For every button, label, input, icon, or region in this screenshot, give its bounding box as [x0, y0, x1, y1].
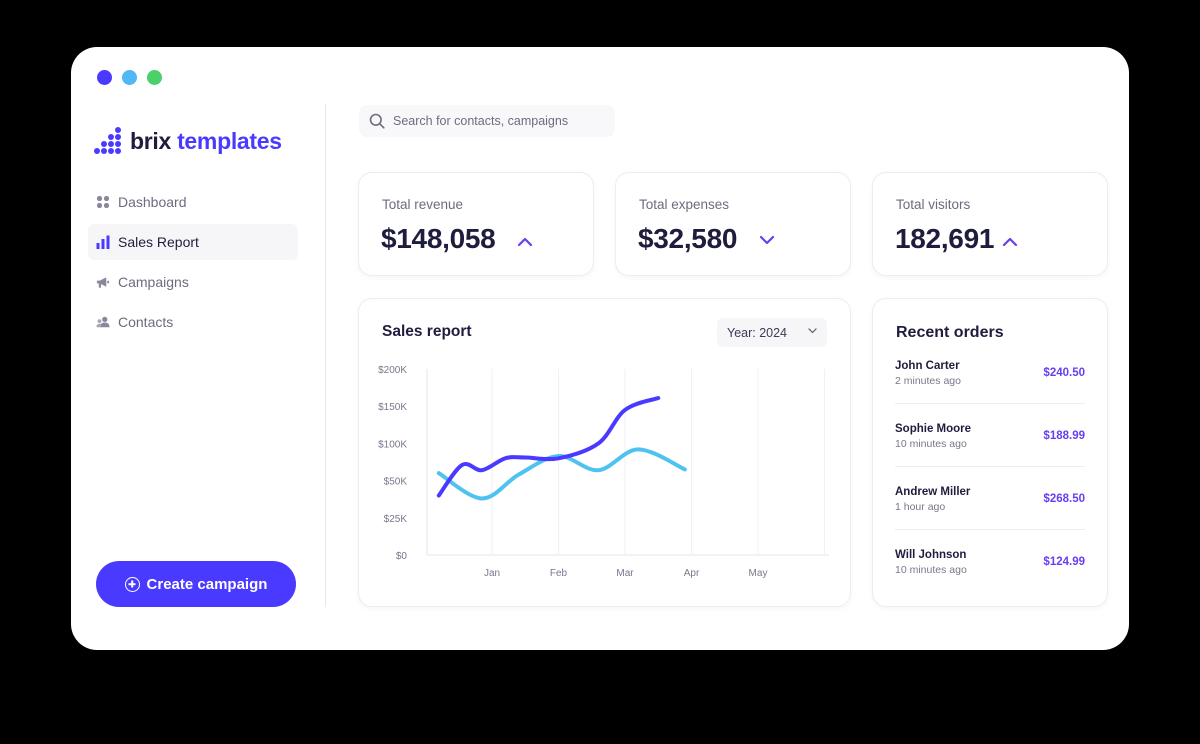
stat-card-expenses: Total expenses $32,580	[615, 172, 851, 276]
sidebar-item-label: Campaigns	[118, 274, 189, 290]
trend-up-icon	[517, 237, 533, 247]
order-time: 2 minutes ago	[895, 375, 961, 387]
y-tick-label: $200K	[378, 365, 407, 376]
recent-orders-title: Recent orders	[896, 324, 1004, 341]
chart-title: Sales report	[382, 323, 472, 340]
stat-label: Total expenses	[639, 197, 730, 212]
sidebar-divider	[325, 104, 326, 607]
order-amount: $268.50	[1043, 493, 1085, 505]
sidebar-item-contacts[interactable]: Contacts	[88, 304, 298, 340]
sidebar-item-dashboard[interactable]: Dashboard	[88, 184, 298, 220]
order-amount: $188.99	[1043, 430, 1085, 442]
minimize-dot[interactable]	[122, 70, 137, 85]
stat-card-revenue: Total revenue $148,058	[358, 172, 594, 276]
order-divider	[895, 529, 1085, 530]
order-amount: $124.99	[1043, 556, 1085, 568]
brand-name: brix templates	[130, 128, 282, 155]
stat-label: Total revenue	[382, 197, 464, 212]
sales-report-card: Sales report Year: 2024 $0 $25K $50K $100K $…	[358, 298, 851, 607]
search-input[interactable]	[393, 114, 603, 128]
brand-name-part1: brix	[130, 127, 171, 154]
order-time: 10 minutes ago	[895, 438, 967, 450]
megaphone-icon	[96, 275, 110, 289]
trend-up-icon	[1002, 237, 1018, 247]
order-amount: $240.50	[1043, 367, 1085, 379]
create-campaign-label: Create campaign	[146, 575, 268, 593]
sidebar-nav: Dashboard Sales Report Campaigns Contact…	[88, 184, 298, 344]
window-controls	[97, 70, 162, 85]
bar-chart-icon	[96, 235, 110, 249]
order-customer-name: Sophie Moore	[895, 423, 972, 435]
x-tick-label: Jan	[484, 568, 500, 579]
y-tick-label: $100K	[378, 439, 407, 450]
y-tick-label: $50K	[384, 477, 408, 488]
order-customer-name: Will Johnson	[895, 549, 967, 561]
brix-logo-icon	[94, 127, 121, 155]
order-time: 10 minutes ago	[895, 564, 967, 576]
stat-label: Total visitors	[896, 197, 971, 212]
plus-circle-icon	[124, 576, 140, 592]
create-campaign-button[interactable]: Create campaign	[96, 561, 296, 607]
sales-line-chart: $0 $25K $50K $100K $150K $200K Jan Feb Mar Apr May	[378, 365, 829, 579]
sidebar-item-campaigns[interactable]: Campaigns	[88, 264, 298, 300]
order-item[interactable]: Will Johnson 10 minutes ago $124.99	[895, 549, 1085, 599]
chevron-down-icon	[808, 328, 817, 334]
contacts-icon	[96, 315, 110, 329]
stat-value: $32,580	[638, 223, 738, 254]
year-select-value: Year: 2024	[727, 325, 788, 340]
sidebar-item-label: Dashboard	[118, 194, 187, 210]
maximize-dot[interactable]	[147, 70, 162, 85]
sidebar-item-sales-report[interactable]: Sales Report	[88, 224, 298, 260]
x-tick-label: Mar	[616, 568, 634, 579]
recent-orders-card: Recent orders John Carter 2 minutes ago …	[872, 298, 1108, 607]
x-tick-label: Apr	[684, 568, 700, 579]
y-tick-label: $0	[396, 551, 408, 562]
order-item[interactable]: John Carter 2 minutes ago $240.50	[895, 360, 1085, 410]
order-divider	[895, 403, 1085, 404]
order-item[interactable]: Sophie Moore 10 minutes ago $188.99	[895, 423, 1085, 473]
search-bar[interactable]	[359, 105, 615, 137]
close-dot[interactable]	[97, 70, 112, 85]
y-tick-label: $25K	[384, 514, 408, 525]
order-customer-name: John Carter	[895, 360, 960, 372]
sidebar-item-label: Contacts	[118, 314, 174, 330]
stat-value: 182,691	[895, 223, 995, 254]
dashboard-icon	[96, 195, 110, 209]
brand-name-part2: templates	[177, 127, 282, 154]
order-item[interactable]: Andrew Miller 1 hour ago $268.50	[895, 486, 1085, 536]
x-tick-label: May	[749, 568, 768, 579]
stat-card-visitors: Total visitors 182,691	[872, 172, 1108, 276]
sidebar-item-label: Sales Report	[118, 234, 199, 250]
x-tick-label: Feb	[550, 568, 568, 579]
y-tick-label: $150K	[378, 402, 407, 413]
year-select[interactable]: Year: 2024	[717, 318, 827, 347]
brand-logo[interactable]: brix templates	[94, 127, 282, 155]
trend-down-icon	[759, 235, 775, 245]
order-time: 1 hour ago	[895, 501, 946, 513]
search-icon	[369, 113, 385, 129]
order-customer-name: Andrew Miller	[895, 486, 971, 498]
series-line-secondary	[436, 447, 687, 501]
order-divider	[895, 466, 1085, 467]
stat-value: $148,058	[381, 223, 496, 254]
app-window: brix templates Dashboard Sales Report Ca…	[71, 47, 1129, 650]
series-line-primary	[436, 396, 661, 498]
